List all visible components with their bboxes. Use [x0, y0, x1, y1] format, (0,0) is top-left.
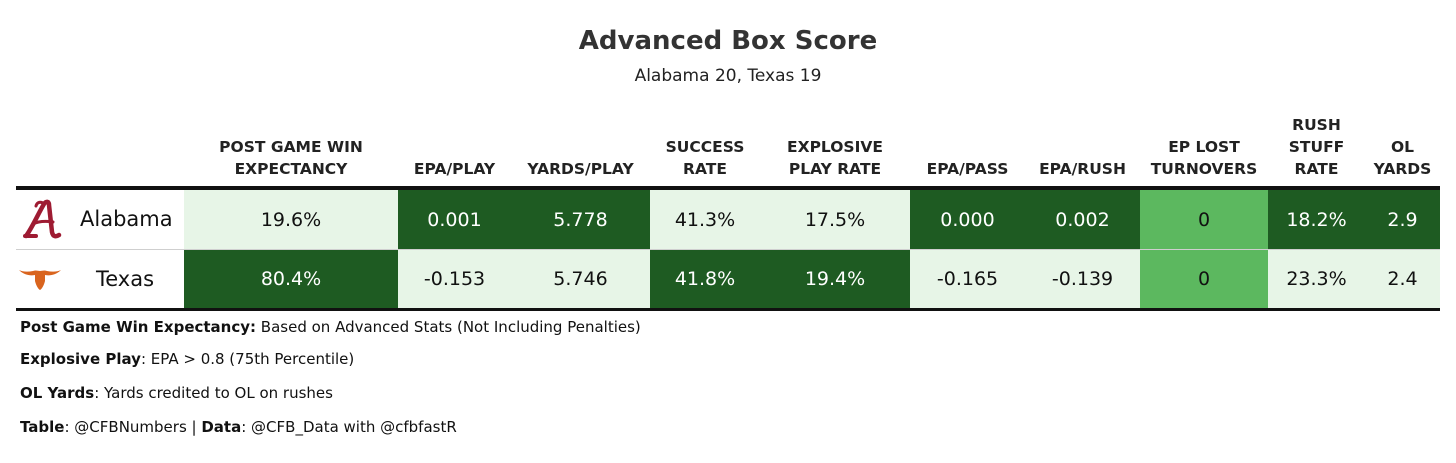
credit-data-text: : @CFB_Data with @cfbfastR: [241, 418, 457, 436]
column-header-line: YARDS/PLAY: [527, 160, 634, 178]
column-header-line: SUCCESS: [665, 138, 745, 156]
column-header-line: EXPLOSIVE: [787, 138, 883, 156]
table-cell: -0.139: [1025, 250, 1140, 308]
column-header-line: RATE: [683, 160, 727, 178]
table-cell: 0: [1140, 250, 1268, 308]
column-header: SUCCESS RATE: [650, 136, 760, 180]
chart-title: Advanced Box Score: [578, 26, 878, 56]
table-cell: 5.746: [511, 250, 650, 308]
table-cell: 41.8%: [650, 250, 760, 308]
table-cell: 17.5%: [760, 190, 910, 249]
column-header-line: EPA/RUSH: [1039, 160, 1126, 178]
column-header: EXPLOSIVE PLAY RATE: [760, 136, 910, 180]
footnote-text: Based on Advanced Stats (Not Including P…: [256, 318, 641, 336]
table-cell: 0.001: [398, 190, 511, 249]
table-cell: 2.4: [1365, 250, 1440, 308]
footnote-text: : Yards credited to OL on rushes: [94, 384, 333, 402]
table-top-rule: [16, 186, 1440, 190]
column-header: OL YARDS: [1365, 136, 1440, 180]
column-header-line: PLAY RATE: [788, 160, 882, 178]
column-header-line: EPA/PLAY: [413, 160, 496, 178]
credit-table-label: Table: [20, 418, 65, 436]
column-header-line: EP LOST: [1168, 138, 1240, 156]
column-header: POST GAME WIN EXPECTANCY: [184, 136, 398, 180]
footnote: Explosive Play: EPA > 0.8 (75th Percenti…: [20, 350, 354, 368]
column-header: EPA/RUSH: [1025, 158, 1140, 180]
table-cell: 2.9: [1365, 190, 1440, 249]
column-header-line: OL: [1390, 138, 1415, 156]
table-cell: 0.002: [1025, 190, 1140, 249]
column-header-line: POST GAME WIN: [219, 138, 363, 156]
credit-table-text: : @CFBNumbers |: [64, 418, 202, 436]
chart-subtitle: Alabama 20, Texas 19: [634, 66, 822, 86]
footnote-text: : EPA > 0.8 (75th Percentile): [140, 350, 355, 368]
table-cell: -0.153: [398, 250, 511, 308]
footnote-label: OL Yards: [20, 384, 95, 402]
credit-data-label: Data: [201, 418, 242, 436]
column-header: RUSH STUFF RATE: [1268, 114, 1365, 180]
column-header-line: RATE: [1294, 160, 1339, 178]
column-header: YARDS/PLAY: [511, 158, 650, 180]
footnote: OL Yards: Yards credited to OL on rushes: [20, 384, 333, 402]
column-header-line: EXPECTANCY: [234, 160, 348, 178]
table-cell: 0.000: [910, 190, 1025, 249]
table-cell: 41.3%: [650, 190, 760, 249]
table-bottom-rule: [16, 308, 1440, 311]
texas-longhorn-icon: [19, 270, 61, 290]
row-separator: [16, 249, 1440, 250]
column-header: EPA/PLAY: [398, 158, 511, 180]
table-cell: 80.4%: [184, 250, 398, 308]
table-cell: 23.3%: [1268, 250, 1365, 308]
table-cell: 18.2%: [1268, 190, 1365, 249]
column-header-line: RUSH: [1292, 116, 1341, 134]
credit-line: Table: @CFBNumbers | Data: @CFB_Data wit…: [20, 418, 457, 436]
footnote-label: Explosive Play: [20, 350, 141, 368]
table-cell: 19.6%: [184, 190, 398, 249]
alabama-script-a-icon: [23, 199, 62, 239]
column-header-line: EPA/PASS: [926, 160, 1009, 178]
table-cell: 5.778: [511, 190, 650, 249]
team-name: Alabama: [80, 207, 173, 231]
team-name: Texas: [96, 267, 155, 291]
table-cell: 19.4%: [760, 250, 910, 308]
column-header: EPA/PASS: [910, 158, 1025, 180]
footnote-label: Post Game Win Expectancy:: [20, 318, 257, 336]
footnote: Post Game Win Expectancy: Based on Advan…: [20, 318, 641, 336]
table-cell: 0: [1140, 190, 1268, 249]
column-header-line: STUFF: [1288, 138, 1345, 156]
column-header-line: YARDS: [1373, 160, 1432, 178]
column-header: EP LOST TURNOVERS: [1140, 136, 1268, 180]
column-header-line: TURNOVERS: [1150, 160, 1258, 178]
table-cell: -0.165: [910, 250, 1025, 308]
